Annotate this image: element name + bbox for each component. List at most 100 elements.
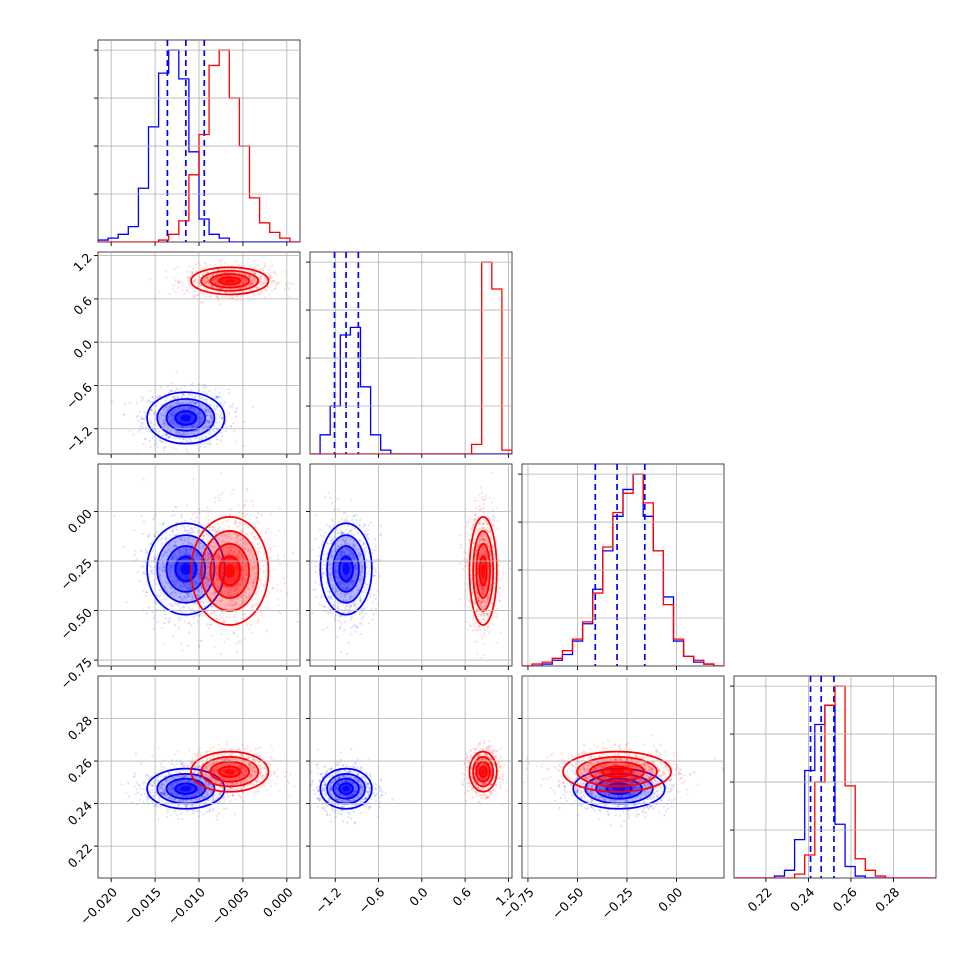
scatter-point (481, 587, 484, 591)
scatter-point (196, 412, 199, 415)
scatter-point (366, 558, 369, 561)
scatter-point (266, 528, 269, 531)
scatter-point (229, 425, 233, 428)
scatter-point (473, 601, 476, 604)
scatter-point (227, 540, 230, 543)
scatter-point (343, 593, 346, 596)
scatter-point (315, 514, 318, 517)
scatter-point (197, 279, 201, 282)
scatter-point (196, 555, 199, 558)
y-tick-label: −0.75 (57, 654, 95, 692)
scatter-point (201, 435, 205, 438)
scatter-point (181, 611, 184, 614)
scatter-point (185, 447, 188, 451)
scatter-point (180, 538, 184, 541)
scatter-point (199, 290, 203, 293)
scatter-point (262, 282, 265, 285)
scatter-point (162, 408, 166, 411)
scatter-point (480, 601, 483, 604)
scatter-point (168, 548, 171, 551)
scatter-point (158, 290, 161, 294)
scatter-point (194, 512, 197, 515)
scatter-point (291, 282, 294, 285)
scatter-point (243, 547, 246, 550)
scatter-point (207, 565, 210, 568)
scatter-point (211, 546, 214, 549)
scatter-point (231, 288, 234, 291)
scatter-point (182, 598, 185, 601)
scatter-point (236, 555, 239, 558)
scatter-point (228, 603, 231, 607)
scatter-point (359, 594, 362, 598)
scatter-point (210, 285, 214, 288)
scatter-point (207, 282, 210, 285)
scatter-point (216, 395, 219, 399)
scatter-point (241, 281, 244, 285)
scatter-point (165, 405, 169, 408)
scatter-point (220, 587, 223, 590)
scatter-point (365, 550, 368, 553)
scatter-point (165, 406, 168, 409)
scatter-point (162, 553, 165, 557)
scatter-point (240, 276, 243, 279)
scatter-point (163, 410, 167, 413)
scatter-point (270, 270, 273, 273)
scatter-point (208, 424, 211, 427)
scatter-point (138, 425, 142, 428)
scatter-point (249, 284, 253, 287)
scatter-point (207, 577, 210, 581)
scatter-point (177, 616, 180, 619)
scatter-point (329, 574, 332, 577)
scatter-point (205, 398, 208, 401)
scatter-point (266, 607, 269, 610)
scatter-point (176, 537, 179, 540)
scatter-point (336, 588, 339, 591)
scatter-point (178, 536, 182, 539)
scatter-point (163, 407, 166, 410)
scatter-point (226, 603, 229, 606)
scatter-point (329, 539, 332, 543)
scatter-point (172, 421, 175, 425)
scatter-point (184, 519, 187, 522)
scatter-point (350, 633, 353, 636)
scatter-point (166, 590, 169, 594)
scatter-point (274, 284, 277, 287)
scatter-point (233, 267, 236, 271)
scatter-point (185, 547, 188, 551)
scatter-point (185, 275, 189, 279)
scatter-point (157, 430, 161, 433)
scatter-point (209, 555, 212, 558)
scatter-point (186, 577, 189, 580)
scatter-point (207, 586, 210, 589)
scatter-point (243, 590, 246, 593)
histogram-series-0 (98, 49, 300, 242)
scatter-point (321, 571, 325, 574)
scatter-point (191, 400, 194, 404)
scatter-point (190, 542, 193, 545)
scatter-point (484, 553, 488, 556)
scatter-point (204, 424, 207, 428)
scatter-point (192, 444, 195, 447)
scatter-point (184, 595, 187, 598)
scatter-point (170, 411, 173, 414)
scatter-point (260, 513, 263, 516)
scatter-point (270, 549, 273, 552)
scatter-point (191, 597, 195, 600)
scatter-point (328, 596, 331, 599)
scatter-point (196, 553, 199, 556)
scatter-point (245, 278, 248, 281)
scatter-point (197, 413, 200, 416)
scatter-point (374, 545, 377, 548)
scatter-point (177, 628, 180, 631)
scatter-point (486, 618, 489, 621)
scatter-point (174, 544, 177, 547)
scatter-point (152, 572, 155, 575)
scatter-point (341, 550, 345, 553)
scatter-point (177, 602, 180, 605)
scatter-point (208, 389, 211, 392)
scatter-point (164, 270, 168, 273)
scatter-point (215, 539, 219, 542)
scatter-point (163, 421, 166, 424)
scatter-point (163, 568, 166, 572)
scatter-point (201, 279, 204, 282)
